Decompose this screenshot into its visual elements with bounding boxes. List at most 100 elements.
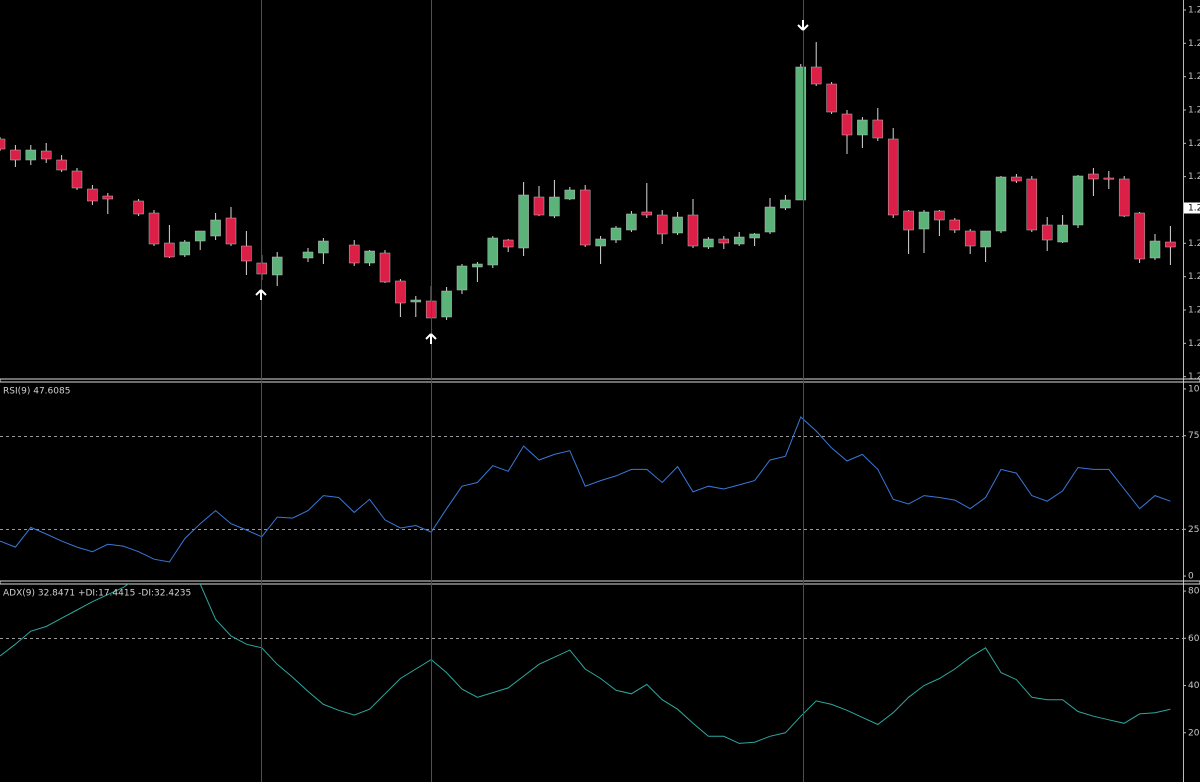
y-tick-label: 1.2 [1188, 306, 1200, 316]
pane [0, 416, 1183, 563]
candle-body [364, 250, 375, 264]
y-tick-label: 1.2 [1188, 239, 1200, 249]
candle-body [733, 236, 745, 245]
candle-body [703, 238, 714, 248]
candle-body [749, 233, 760, 239]
candle-body [56, 159, 67, 171]
candle-body [502, 239, 514, 248]
candle-body [764, 206, 776, 233]
candle-body [210, 219, 221, 237]
pane [0, 42, 1176, 320]
candle-body [826, 83, 837, 113]
candle-body [410, 299, 422, 303]
candle-body [564, 189, 576, 200]
candle-body [441, 290, 452, 318]
candle-body [487, 237, 499, 266]
candle-body [518, 194, 529, 249]
candle-body [194, 230, 206, 242]
candle-body [164, 242, 175, 258]
candle-body [379, 252, 391, 283]
y-tick-label: 1.2 [1188, 272, 1200, 282]
candle-body [656, 214, 668, 235]
pane-separator [0, 580, 1200, 585]
y-tick-label: 1.2 [1188, 72, 1200, 82]
candle-body [903, 210, 914, 231]
candle-body [0, 138, 6, 150]
sell-arrow [797, 20, 809, 31]
y-tick-label: 1.2 [1188, 39, 1200, 49]
candle-body [595, 238, 606, 247]
candle-body [626, 213, 637, 231]
candle-body [179, 241, 191, 256]
candle-body [918, 211, 930, 230]
y-tick-label: 0 [1188, 572, 1194, 582]
candle-body [533, 196, 545, 216]
y-tick-label: 75 [1188, 431, 1199, 441]
candle-body [1057, 224, 1068, 243]
candle-body [1088, 173, 1099, 180]
candle-body [1118, 178, 1130, 217]
y-tick-label: 40 [1188, 681, 1200, 691]
candle-body [810, 66, 822, 85]
candle-body [1011, 176, 1022, 182]
indicator-title: RSI(9) 47.6085 [3, 387, 70, 397]
candle-body [102, 195, 114, 200]
candle-body [887, 138, 899, 216]
pane-separator [0, 378, 1200, 383]
candle-body [980, 230, 991, 248]
buy-arrow [255, 289, 267, 300]
candle-body [780, 199, 791, 209]
indicator-line [0, 416, 1171, 563]
y-tick-label: 80 [1188, 587, 1200, 597]
y-tick-label: 100 [1188, 384, 1200, 394]
candle-body [40, 150, 52, 160]
current-price-label: 1.2 [1188, 204, 1200, 214]
signals [255, 0, 809, 782]
candle-body [610, 227, 622, 241]
buy-arrow [425, 333, 437, 344]
candle-body [841, 113, 853, 136]
current-price-box [1184, 202, 1200, 214]
candle-body [148, 212, 160, 245]
y-tick-label: 25 [1188, 525, 1199, 535]
candle-body [87, 188, 98, 202]
candle-body [10, 149, 21, 161]
candle-body [318, 240, 329, 254]
candle-body [225, 217, 237, 245]
candle-body [641, 211, 653, 216]
indicator-line [0, 584, 1171, 744]
panes: 1.21.21.21.21.21.21.21.21.21.21.21.21.21… [0, 6, 1200, 744]
y-tick-label: 20 [1188, 728, 1200, 738]
candle-body [1149, 240, 1161, 259]
y-tick-label: 1.2 [1188, 6, 1200, 16]
y-tick-label: 1.2 [1188, 106, 1200, 116]
candle-body [472, 263, 483, 268]
candle-body [857, 119, 868, 136]
candle-body [964, 230, 976, 247]
candle-body [395, 280, 406, 304]
candle-body [456, 265, 468, 291]
candle-body [995, 176, 1007, 232]
candle-body [872, 119, 884, 139]
candle-body [25, 149, 37, 161]
candle-body [549, 196, 560, 217]
y-tick-label: 1.2 [1188, 172, 1200, 182]
candle-body [795, 66, 807, 201]
candle-body [934, 210, 945, 221]
candle-body [718, 238, 730, 244]
candle-body [271, 256, 283, 276]
y-tick-label: 1.2 [1188, 339, 1200, 349]
candle-body [71, 170, 83, 189]
candle-body [949, 219, 961, 231]
y-tick-label: 1.2 [1188, 372, 1200, 382]
pane [0, 584, 1183, 744]
candle-body [1026, 178, 1038, 231]
y-tick-label: 60 [1188, 634, 1200, 644]
y-tick-label: 1.2 [1188, 139, 1200, 149]
candle-body [1072, 175, 1084, 226]
indicator-title: ADX(9) 32.8471 +DI:17.4415 -DI:32.4235 [3, 589, 191, 599]
candle-body [1041, 224, 1053, 241]
candle-body [133, 200, 144, 215]
